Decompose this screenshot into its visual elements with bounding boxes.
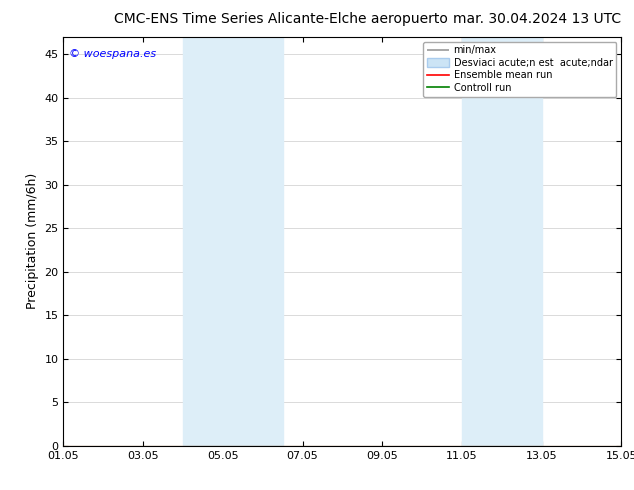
Text: mar. 30.04.2024 13 UTC: mar. 30.04.2024 13 UTC bbox=[453, 12, 621, 26]
Bar bbox=[501, 37, 541, 446]
Bar bbox=[223, 37, 283, 446]
Bar bbox=[183, 37, 223, 446]
Bar bbox=[462, 37, 501, 446]
Y-axis label: Precipitation (mm/6h): Precipitation (mm/6h) bbox=[26, 173, 39, 310]
Legend: min/max, Desviaci acute;n est  acute;ndar, Ensemble mean run, Controll run: min/max, Desviaci acute;n est acute;ndar… bbox=[424, 42, 616, 97]
Text: © woespana.es: © woespana.es bbox=[69, 49, 156, 59]
Text: CMC-ENS Time Series Alicante-Elche aeropuerto: CMC-ENS Time Series Alicante-Elche aerop… bbox=[114, 12, 448, 26]
